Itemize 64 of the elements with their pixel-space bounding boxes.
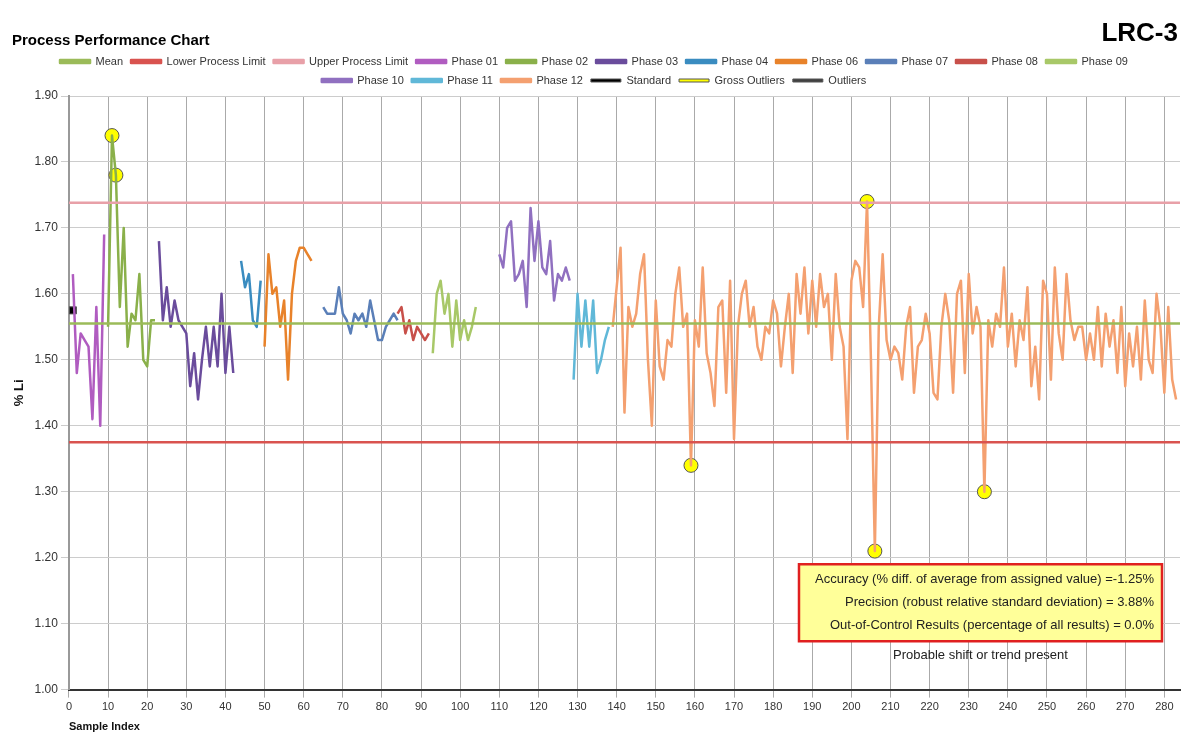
- annotation: Out-of-Control Results (percentage of all results) = 0.0%: [829, 617, 1155, 633]
- x-tick-label: 130: [568, 700, 587, 713]
- legend-label: Outliers: [828, 73, 867, 86]
- legend-label: Phase 02: [541, 54, 589, 67]
- x-tick-label: 100: [450, 700, 470, 713]
- x-tick-label: 240: [998, 700, 1018, 713]
- legend-label: Phase 08: [991, 54, 1038, 67]
- legend-label: Phase 11: [447, 73, 493, 86]
- x-tick-label: 20: [141, 700, 154, 713]
- annotation: Accuracy (% diff. of average from assigned value) =-1.25%: [814, 571, 1155, 587]
- y-tick-label: 1.80: [34, 154, 59, 169]
- x-tick-label: 200: [842, 700, 861, 713]
- legend-label: Phase 07: [901, 54, 949, 67]
- x-tick-label: 110: [490, 700, 509, 713]
- x-tick-label: 270: [1116, 700, 1135, 713]
- legend-label: Phase 03: [631, 54, 679, 67]
- x-tick-label: 210: [881, 700, 900, 713]
- y-tick-label: 1.50: [34, 352, 59, 367]
- x-tick-label: 60: [297, 700, 310, 713]
- x-tick-label: 250: [1037, 700, 1057, 713]
- annotation: Precision (robust relative standard deviation) = 3.88%: [845, 594, 1155, 610]
- x-tick-label: 260: [1076, 700, 1096, 713]
- y-tick-label: 1.20: [34, 550, 59, 564]
- x-tick-label: 180: [763, 700, 783, 713]
- x-tick-label: 80: [375, 700, 389, 713]
- x-tick-label: 280: [1155, 700, 1174, 713]
- y-tick-label: 1.30: [34, 484, 59, 499]
- x-tick-label: 140: [607, 700, 626, 713]
- legend-label: Upper Process Limit: [309, 54, 409, 67]
- annotation: Probable shift or trend present: [893, 646, 1069, 662]
- x-tick-label: 160: [685, 700, 705, 713]
- legend-label: Phase 10: [357, 73, 404, 86]
- y-tick-label: 1.70: [34, 220, 59, 235]
- legend-label: Phase 12: [536, 73, 583, 86]
- chart-title: Process Performance Chart: [11, 31, 210, 48]
- x-tick-label: 170: [724, 700, 744, 713]
- y-tick-label: 1.90: [34, 88, 59, 103]
- x-tick-label: 10: [101, 700, 115, 713]
- x-tick-label: 40: [219, 700, 232, 713]
- x-tick-label: 120: [529, 700, 548, 713]
- y-tick-label: 1.40: [34, 418, 59, 433]
- y-tick-label: 1.60: [34, 286, 59, 301]
- x-tick-label: 220: [920, 700, 939, 713]
- legend-label: Phase 09: [1081, 54, 1128, 67]
- legend-label: Mean: [95, 54, 124, 67]
- y-tick-label: 1.00: [34, 681, 59, 696]
- legend-label: Gross Outliers: [714, 73, 786, 86]
- x-tick-label: 150: [646, 700, 665, 713]
- x-tick-label: 70: [336, 700, 349, 713]
- x-tick-label: 230: [959, 700, 978, 713]
- legend-label: Phase 01: [451, 54, 499, 67]
- legend-label: Phase 06: [811, 54, 859, 67]
- x-axis-title: Sample Index: [68, 720, 141, 733]
- chart-subtitle: LRC-3: [1101, 17, 1179, 48]
- x-tick-label: 30: [180, 700, 193, 713]
- x-tick-label: 50: [258, 700, 271, 713]
- legend-label: Lower Process Limit: [166, 54, 266, 67]
- y-axis-title: % Li: [11, 379, 27, 407]
- y-tick-label: 1.10: [34, 615, 59, 630]
- x-tick-label: 0: [65, 700, 73, 713]
- x-tick-label: 190: [803, 700, 822, 713]
- x-tick-label: 90: [414, 700, 428, 713]
- legend-label: Phase 04: [721, 54, 769, 67]
- legend-label: Standard: [626, 73, 672, 86]
